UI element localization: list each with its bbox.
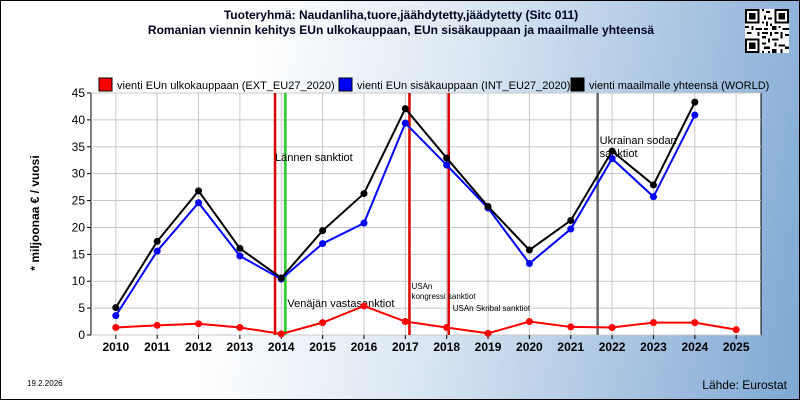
chart-subtitle: Romanian viennin kehitys EUn ulkokauppaa… <box>147 23 655 37</box>
source-note: Lähde: Eurostat <box>702 378 787 392</box>
data-point-0 <box>112 323 120 331</box>
legend-swatch <box>98 77 113 92</box>
y-tick-label: 40 <box>72 113 86 127</box>
x-tick-label: 2014 <box>268 340 295 354</box>
data-point-0 <box>649 319 657 327</box>
data-point-1 <box>319 240 327 248</box>
data-point-1 <box>649 193 657 201</box>
data-point-1 <box>525 259 533 267</box>
data-point-1 <box>443 161 451 169</box>
annotation-label: USAn kongressi sanktiot <box>411 282 476 301</box>
data-point-1 <box>401 119 409 127</box>
annotation-label: Venäjän vastasanktiot <box>287 298 394 310</box>
y-tick-label: 0 <box>78 328 85 342</box>
data-point-0 <box>360 302 368 310</box>
date-stamp: 19.2.2026 <box>27 379 63 388</box>
x-tick-label: 2024 <box>681 340 708 354</box>
chart-title: Tuoteryhmä: Naudanliha,tuore,jäähdytetty… <box>223 8 579 22</box>
data-point-0 <box>401 318 409 326</box>
data-point-1 <box>112 312 120 320</box>
x-tick-label: 2025 <box>723 340 750 354</box>
data-point-0 <box>319 319 327 327</box>
x-tick-label: 2016 <box>351 340 378 354</box>
legend-swatch <box>570 77 585 92</box>
legend-label: vienti EUn sisäkauppaan (INT_EU27_2020) <box>357 80 570 92</box>
data-point-2 <box>691 98 699 106</box>
data-point-1 <box>360 219 368 227</box>
y-tick-label: 30 <box>72 167 86 181</box>
data-point-0 <box>195 320 203 328</box>
data-point-2 <box>567 216 575 224</box>
y-tick-label: 45 <box>72 86 86 100</box>
x-tick-label: 2023 <box>640 340 667 354</box>
data-point-2 <box>112 304 120 312</box>
legend-swatch <box>338 77 353 92</box>
data-point-2 <box>443 154 451 162</box>
x-tick-label: 2018 <box>433 340 460 354</box>
qr-code-icon <box>745 9 789 53</box>
data-point-0 <box>608 323 616 331</box>
data-point-0 <box>277 330 285 338</box>
y-tick-label: 25 <box>72 194 86 208</box>
annotation-label: Lännen sanktiot <box>275 152 353 164</box>
y-tick-label: 15 <box>72 247 86 261</box>
data-point-0 <box>691 319 699 327</box>
annotation-label: USAn Skribal sanktiot <box>453 304 531 313</box>
data-point-0 <box>443 323 451 331</box>
y-tick-label: 20 <box>72 220 86 234</box>
x-tick-label: 2017 <box>392 340 419 354</box>
data-point-0 <box>153 321 161 329</box>
legend-label: vienti maailmalle yhteensä (WORLD) <box>589 80 769 92</box>
data-point-2 <box>525 246 533 254</box>
data-point-2 <box>484 202 492 210</box>
data-point-0 <box>236 323 244 331</box>
data-point-2 <box>649 181 657 189</box>
y-tick-label: 5 <box>78 301 85 315</box>
x-tick-label: 2011 <box>144 340 170 354</box>
data-point-2 <box>401 105 409 113</box>
data-point-2 <box>277 274 285 282</box>
x-tick-label: 2022 <box>599 340 626 354</box>
x-tick-label: 2012 <box>185 340 212 354</box>
y-tick-label: 35 <box>72 140 86 154</box>
data-point-1 <box>691 111 699 119</box>
data-point-2 <box>236 244 244 252</box>
x-tick-label: 2021 <box>557 340 584 354</box>
data-point-1 <box>153 247 161 255</box>
legend-label: vienti EUn ulkokauppaan (EXT_EU27_2020) <box>117 80 335 92</box>
data-point-0 <box>525 318 533 326</box>
data-point-2 <box>153 237 161 245</box>
series-line-0 <box>115 304 737 335</box>
data-point-2 <box>195 187 203 195</box>
x-tick-label: 2019 <box>475 340 502 354</box>
data-point-1 <box>567 225 575 233</box>
data-point-2 <box>319 227 327 235</box>
data-point-0 <box>567 323 575 331</box>
data-point-1 <box>236 252 244 260</box>
data-point-0 <box>732 326 740 334</box>
data-point-2 <box>360 190 368 198</box>
x-tick-label: 2015 <box>309 340 336 354</box>
x-tick-label: 2013 <box>227 340 254 354</box>
data-point-0 <box>484 329 492 337</box>
y-tick-label: 10 <box>72 274 86 288</box>
x-tick-label: 2020 <box>516 340 543 354</box>
data-point-1 <box>608 155 616 163</box>
data-point-2 <box>608 147 616 155</box>
x-tick-label: 2010 <box>102 340 129 354</box>
data-point-1 <box>195 199 203 207</box>
